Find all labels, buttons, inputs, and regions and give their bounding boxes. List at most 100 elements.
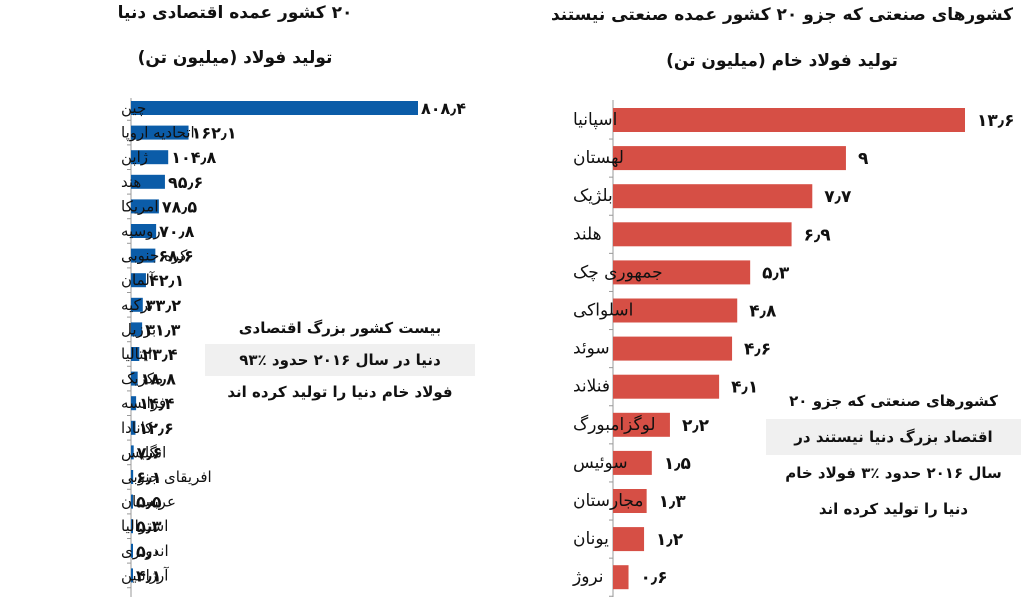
- value-label: ۱٫۵: [664, 454, 691, 474]
- value-label: ۴٫۸: [749, 302, 777, 322]
- value-label: ۱۲٫۶: [138, 419, 173, 438]
- category-label: لهستان: [573, 148, 624, 168]
- bar: [131, 224, 157, 238]
- bar: [131, 248, 156, 263]
- category-label: انگلیس: [121, 443, 166, 461]
- category-label: روسیه: [121, 222, 161, 240]
- bar: [131, 494, 133, 509]
- right-annotation-line-4: دنیا را تولید کرده اند: [818, 500, 969, 518]
- value-label: ۷۰٫۸: [159, 222, 195, 241]
- value-label: ۲٫۲: [682, 416, 710, 436]
- value-label: ۴۲٫۱: [149, 271, 184, 290]
- bar: [131, 125, 189, 140]
- category-label: امریکا: [121, 197, 159, 215]
- value-label: ۳۱٫۳: [145, 320, 181, 339]
- value-label: ۱۰۴٫۸: [171, 148, 216, 167]
- right-annotation-line-3: سال ۲۰۱۶ حدود ٪۳ فولاد خام: [785, 464, 1002, 482]
- value-label: ۱٫۲: [656, 530, 684, 550]
- value-label: ۷٫۷: [824, 187, 852, 207]
- category-label: فرانسه: [121, 394, 166, 412]
- category-label: عربستان: [121, 493, 176, 511]
- category-label: کانادا: [121, 419, 153, 437]
- bar: [131, 322, 143, 337]
- bar: [613, 336, 733, 361]
- category-label: ژاپن: [121, 148, 148, 167]
- value-label: ۶٫۱: [136, 468, 162, 487]
- bar: [131, 347, 140, 361]
- bar: [131, 470, 134, 484]
- bar: [613, 184, 813, 209]
- bar: [613, 565, 629, 590]
- bar: [131, 420, 136, 435]
- bar: [131, 199, 159, 214]
- value-label: ۷٫۶: [137, 443, 163, 462]
- bar: [131, 396, 137, 411]
- right-annotation-line-1: کشورهای صنعتی که جزو ۲۰: [789, 392, 998, 410]
- category-label: ایتالیا: [121, 345, 152, 363]
- category-label: سوئد: [573, 339, 610, 359]
- value-label: ۲۳٫۴: [142, 345, 178, 364]
- bar: [613, 146, 846, 171]
- value-label: ۱٫۳: [659, 492, 687, 512]
- bar: [613, 489, 647, 513]
- category-label: چین: [121, 99, 146, 117]
- bar: [131, 101, 418, 115]
- value-label: ۵٫۳: [136, 517, 162, 536]
- category-label: استرالیا: [121, 517, 168, 535]
- value-label: ۵٫۳: [762, 263, 790, 283]
- category-label: نروژ: [572, 567, 604, 587]
- value-label: ۵٫۵: [136, 493, 162, 512]
- value-label: ۷۸٫۵: [162, 197, 198, 216]
- bar: [131, 543, 133, 558]
- category-label: اسلواکی: [573, 301, 633, 321]
- category-label: آلمان: [121, 271, 155, 289]
- category-label: افریقای جنوبی: [121, 468, 212, 486]
- category-label: مکزیک: [121, 370, 163, 388]
- value-label: ۴٫۶: [744, 340, 771, 360]
- value-label: ۱۴٫۴: [139, 394, 175, 413]
- left-annotation: بیست کشور بزرگ اقتصادی دنیا در سال ۲۰۱۶ …: [205, 312, 475, 408]
- value-label: ۵٫۰: [136, 542, 162, 561]
- value-label: ۳۳٫۲: [146, 296, 182, 315]
- category-label: سوئیس: [573, 453, 628, 473]
- category-label: آرژانتین: [121, 566, 169, 584]
- left-annotation-line-1: بیست کشور بزرگ اقتصادی: [238, 319, 442, 337]
- category-label: هند: [121, 173, 141, 191]
- category-label: فنلاند: [573, 377, 610, 397]
- category-label: ترکیه: [121, 296, 153, 314]
- category-label: هلند: [573, 224, 602, 244]
- bar: [613, 450, 652, 475]
- right-annotation: کشورهای صنعتی که جزو ۲۰ اقتصاد بزرگ دنیا…: [766, 383, 1021, 527]
- category-label: کره جنوبی: [121, 247, 188, 265]
- category-label: یونان: [573, 529, 609, 549]
- value-label: ۴٫۱: [136, 566, 162, 585]
- value-label: ۶٫۹: [804, 225, 832, 245]
- left-annotation-line-2: دنیا در سال ۲۰۱۶ حدود ٪۹۳: [205, 344, 475, 376]
- value-label: ۴٫۱: [731, 378, 758, 398]
- left-chart-title: ۲۰ کشور عمده اقتصادی دنیا: [118, 3, 353, 23]
- bar: [613, 527, 645, 552]
- category-label: برزیل: [121, 320, 156, 338]
- category-label: بلژیک: [573, 186, 613, 206]
- category-label: مجارستان: [573, 491, 644, 511]
- right-chart-subtitle: تولید فولاد خام (میلیون تن): [666, 51, 898, 71]
- bar: [131, 568, 133, 583]
- bar: [131, 273, 146, 288]
- value-label: ۹۵٫۶: [168, 173, 203, 192]
- left-chart-subtitle: تولید فولاد (میلیون تن): [138, 48, 333, 68]
- bar: [131, 174, 165, 189]
- value-label: ۹: [858, 149, 869, 169]
- right-annotation-line-2: اقتصاد بزرگ دنیا نیستند در: [766, 419, 1021, 455]
- category-label: اندونزی: [121, 542, 169, 560]
- value-label: ۶۸٫۶: [158, 247, 193, 266]
- bar: [613, 222, 792, 247]
- bar: [613, 260, 751, 285]
- bar: [613, 412, 670, 437]
- value-label: ۸۰۸٫۴: [421, 99, 466, 118]
- right-chart-title: کشورهای صنعتی که جزو ۲۰ کشور عمده صنعتی …: [551, 5, 1013, 25]
- bar: [613, 108, 965, 132]
- bar: [131, 445, 134, 460]
